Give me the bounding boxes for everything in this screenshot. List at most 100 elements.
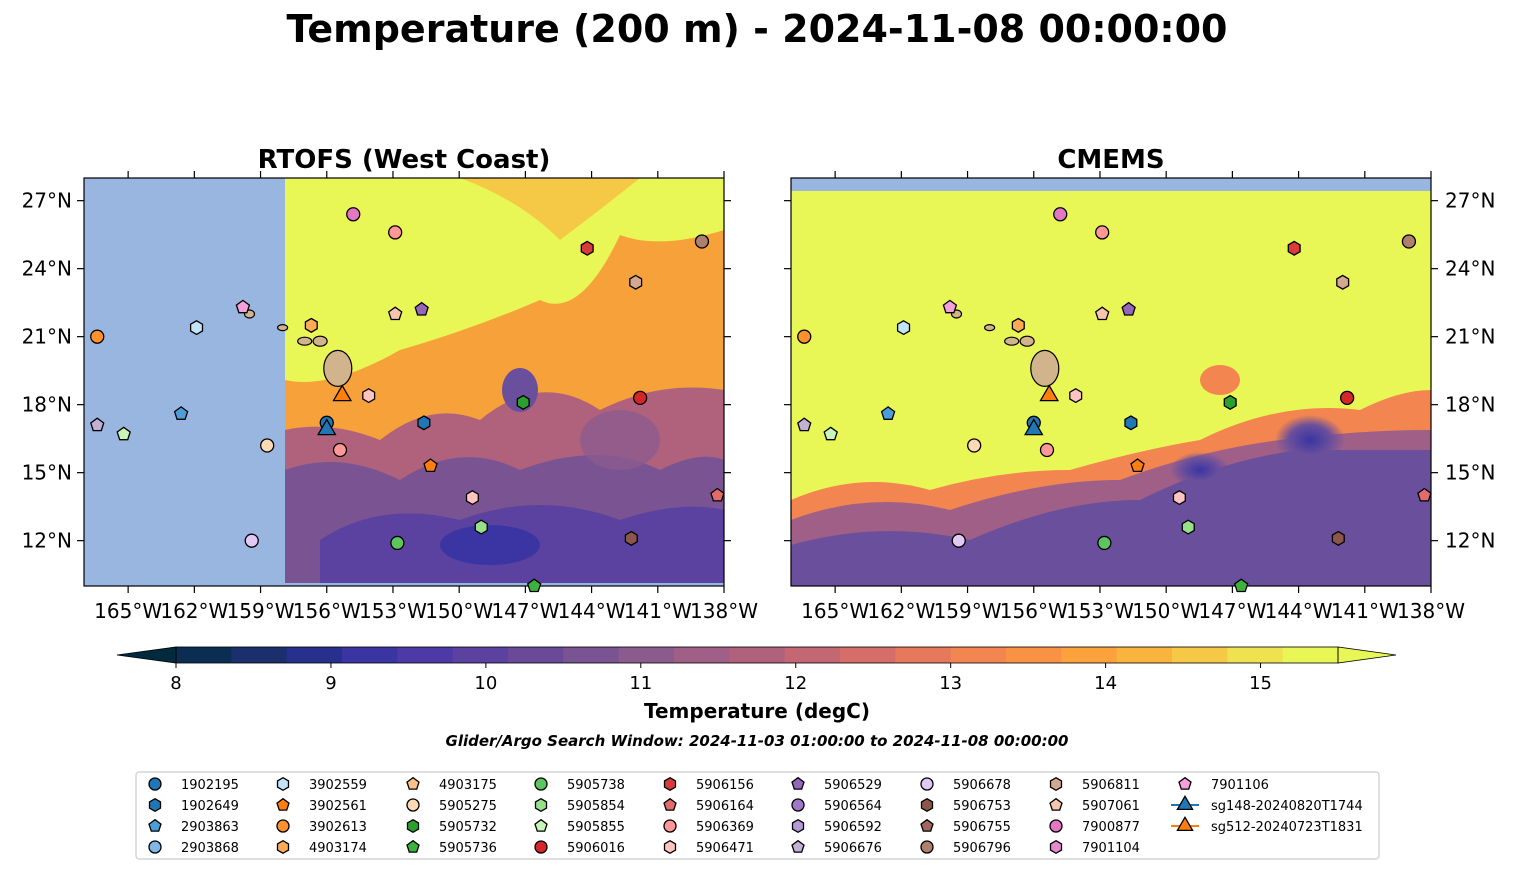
legend: 1902195 1902649 2903863 2903868 3902559 39025…	[135, 771, 1380, 860]
legend-label: 2903863	[181, 820, 239, 835]
legend-label: 1902649	[181, 799, 239, 814]
lat-tick-label: 24°N	[1445, 257, 1495, 281]
legend-marker-5906755	[920, 818, 934, 832]
lon-tick-label: 141°W	[1331, 599, 1399, 623]
lon-tick-label: 141°W	[624, 599, 692, 623]
argo-marker-5906471	[1172, 490, 1186, 506]
glider-marker-sg148-20240820T1744	[1023, 418, 1044, 436]
lon-tick-label: 144°W	[1265, 599, 1333, 623]
lat-tick-label: 15°N	[22, 461, 72, 485]
legend-label: 5906529	[824, 778, 882, 793]
legend-marker-3902613	[276, 819, 290, 833]
argo-marker-1902649	[1124, 415, 1138, 431]
island	[277, 324, 289, 332]
lat-tick-label: 27°N	[1445, 189, 1495, 213]
legend-label: 1902195	[181, 778, 239, 793]
panel-cmems: CMEMS	[790, 145, 1432, 587]
legend-marker-5906156	[663, 776, 677, 792]
legend-marker-5905275	[406, 798, 420, 812]
argo-marker-5906471	[465, 490, 479, 506]
island	[312, 335, 328, 347]
legend-marker-5906811	[1049, 776, 1063, 792]
legend-marker-5906753	[920, 797, 934, 813]
argo-marker-5907061	[1094, 306, 1110, 321]
figure-title: Temperature (200 m) - 2024-11-08 00:00:0…	[286, 7, 1227, 51]
argo-marker-5906016	[1339, 390, 1355, 406]
legend-marker-sg148-20240820T1744	[1176, 795, 1194, 811]
legend-label: 2903868	[181, 841, 239, 856]
argo-marker-5906678	[244, 533, 259, 548]
glider-marker-sg512-20240723T1831	[1039, 384, 1060, 402]
legend-marker-5906016	[534, 840, 548, 854]
lon-tick-label: 147°W	[1198, 599, 1266, 623]
legend-marker-5906369	[663, 819, 677, 833]
legend-marker-1902649	[148, 797, 162, 813]
argo-marker-5905736	[526, 578, 542, 593]
rtofs-field	[84, 178, 724, 586]
island	[297, 336, 313, 346]
legend-label: 3902613	[309, 820, 367, 835]
argo-marker-5906471	[362, 388, 376, 404]
legend-label: 5906811	[1082, 778, 1140, 793]
colorbar-tick-label: 11	[629, 673, 652, 694]
colorbar-tick-label: 14	[1094, 673, 1117, 694]
argo-marker-5905732	[1223, 394, 1237, 410]
legend-marker-5905738	[534, 777, 548, 791]
argo-marker-5906164	[710, 487, 725, 502]
argo-marker-5906369	[332, 442, 348, 458]
lat-tick-label: 18°N	[1445, 393, 1495, 417]
lon-tick-label: 165°W	[801, 599, 869, 623]
argo-marker-5906753	[1331, 530, 1345, 546]
cmems-overlays	[797, 207, 1432, 593]
legend-label: 7901104	[1082, 841, 1140, 856]
argo-marker-4903174	[304, 317, 318, 333]
island	[1019, 335, 1035, 347]
legend-label: 4903175	[439, 778, 497, 793]
legend-label: 5906564	[824, 799, 882, 814]
argo-marker-5906676	[797, 417, 812, 432]
legend-marker-5905854	[534, 797, 548, 813]
legend-marker-5905855	[534, 818, 548, 832]
legend-label: sg148-20240820T1744	[1211, 799, 1363, 814]
lon-tick-label: 138°W	[690, 599, 758, 623]
legend-label: 5906164	[696, 799, 754, 814]
legend-label: 5905732	[439, 820, 497, 835]
lon-tick-label: 144°W	[558, 599, 626, 623]
argo-marker-7900877	[1053, 207, 1068, 222]
argo-marker-5906529	[414, 301, 429, 316]
lon-tick-label: 156°W	[293, 599, 361, 623]
argo-marker-2903863	[173, 406, 189, 420]
argo-marker-5906811	[1336, 274, 1350, 290]
panel-title-cmems: CMEMS	[1057, 145, 1164, 175]
lat-tick-label: 24°N	[22, 257, 72, 281]
colorbar-tick-label: 15	[1249, 673, 1272, 694]
legend-marker-7901106	[1178, 776, 1192, 790]
legend-label: 5906796	[953, 841, 1011, 856]
argo-marker-5905275	[260, 438, 275, 453]
legend-label: 5906471	[696, 841, 754, 856]
lon-tick-label: 162°W	[867, 599, 935, 623]
legend-marker-3902561	[276, 797, 290, 811]
island	[323, 349, 353, 387]
argo-marker-5905855	[823, 426, 838, 441]
argo-marker-3902561	[423, 458, 438, 473]
legend-marker-1902195	[148, 777, 162, 791]
lon-tick-label: 159°W	[934, 599, 1002, 623]
glider-marker-sg148-20240820T1744	[316, 418, 337, 436]
lon-tick-label: 156°W	[1000, 599, 1068, 623]
legend-label: 4903174	[309, 841, 367, 856]
legend-label: 5907061	[1082, 799, 1140, 814]
legend-label: 3902561	[309, 799, 367, 814]
colorbar-tick-label: 8	[170, 673, 181, 694]
lon-tick-label: 150°W	[1132, 599, 1200, 623]
legend-marker-5906796	[920, 840, 934, 854]
argo-marker-5906369	[1039, 442, 1055, 458]
legend-label: 5906592	[824, 820, 882, 835]
argo-marker-5906369	[1095, 225, 1110, 240]
argo-marker-5905855	[116, 426, 131, 441]
colorbar-tick-label: 13	[939, 673, 962, 694]
legend-label: 5906156	[696, 778, 754, 793]
legend-marker-5905732	[406, 818, 420, 834]
legend-label: 5905275	[439, 799, 497, 814]
argo-marker-5905854	[474, 519, 488, 535]
